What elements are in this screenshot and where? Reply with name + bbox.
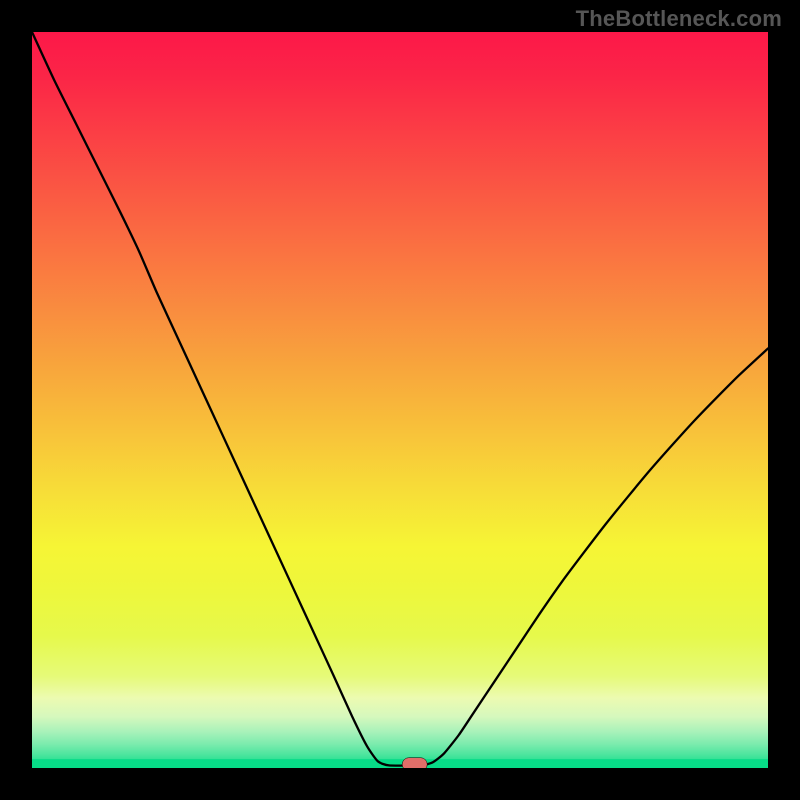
- plot-area: [32, 32, 768, 768]
- gradient-background: [32, 32, 768, 768]
- optimal-marker: [402, 758, 427, 768]
- watermark-text: TheBottleneck.com: [576, 6, 782, 32]
- chart-container: TheBottleneck.com: [0, 0, 800, 800]
- bottleneck-chart-svg: [32, 32, 768, 768]
